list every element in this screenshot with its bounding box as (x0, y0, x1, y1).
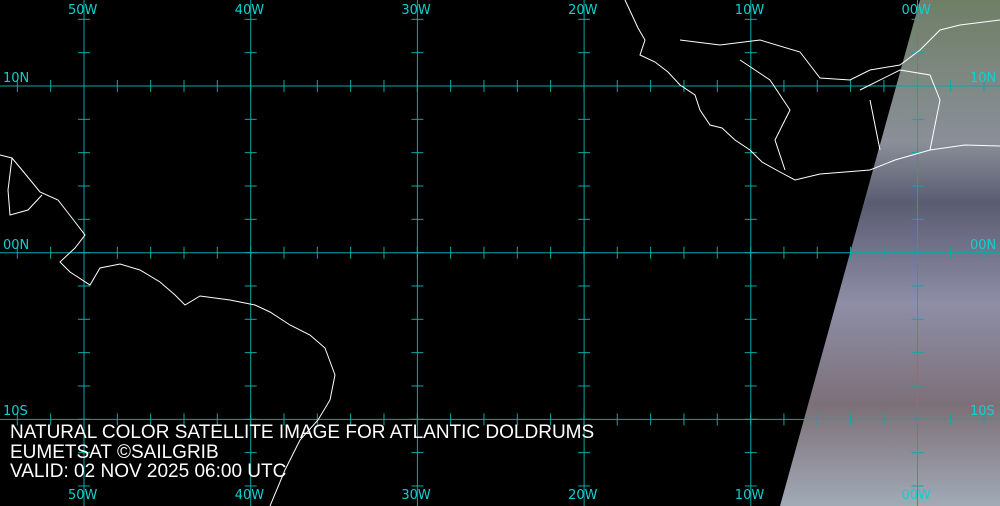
latitude-label-right: 00N (970, 237, 997, 253)
longitude-label-bottom: 20W (568, 488, 598, 503)
latitude-label-left: 00N (3, 237, 30, 253)
caption-valid-time: VALID: 02 NOV 2025 06:00 UTC (10, 461, 287, 482)
coastline-west-africa (624, 0, 1000, 181)
longitude-label-top: 50W (68, 3, 98, 18)
coastline-south-america (0, 154, 336, 506)
longitude-label-bottom: 40W (234, 488, 265, 503)
caption-credit: EUMETSAT ©SAILGRIB (10, 441, 219, 463)
longitude-label-bottom: 50W (68, 488, 98, 503)
longitude-label-bottom: 00W (901, 488, 931, 503)
longitude-label-top: 20W (568, 3, 598, 18)
border-south-america (7, 157, 43, 216)
caption-title: NATURAL COLOR SATELLITE IMAGE FOR ATLANT… (10, 422, 595, 443)
longitude-label-bottom: 10W (734, 488, 765, 503)
map-caption: NATURAL COLOR SATELLITE IMAGE FOR ATLANT… (10, 423, 594, 482)
latitude-label-left: 10S (3, 404, 28, 420)
latitude-label-right: 10S (970, 404, 995, 420)
latitude-label-right: 10N (970, 71, 997, 86)
longitude-label-top: 30W (401, 3, 431, 18)
border-west-africa (679, 19, 1000, 171)
longitude-label-top: 40W (234, 3, 265, 18)
longitude-label-bottom: 30W (401, 488, 431, 503)
longitude-label-top: 00W (901, 3, 931, 18)
latitude-label-left: 10N (3, 71, 30, 86)
longitude-label-top: 10W (734, 3, 765, 18)
